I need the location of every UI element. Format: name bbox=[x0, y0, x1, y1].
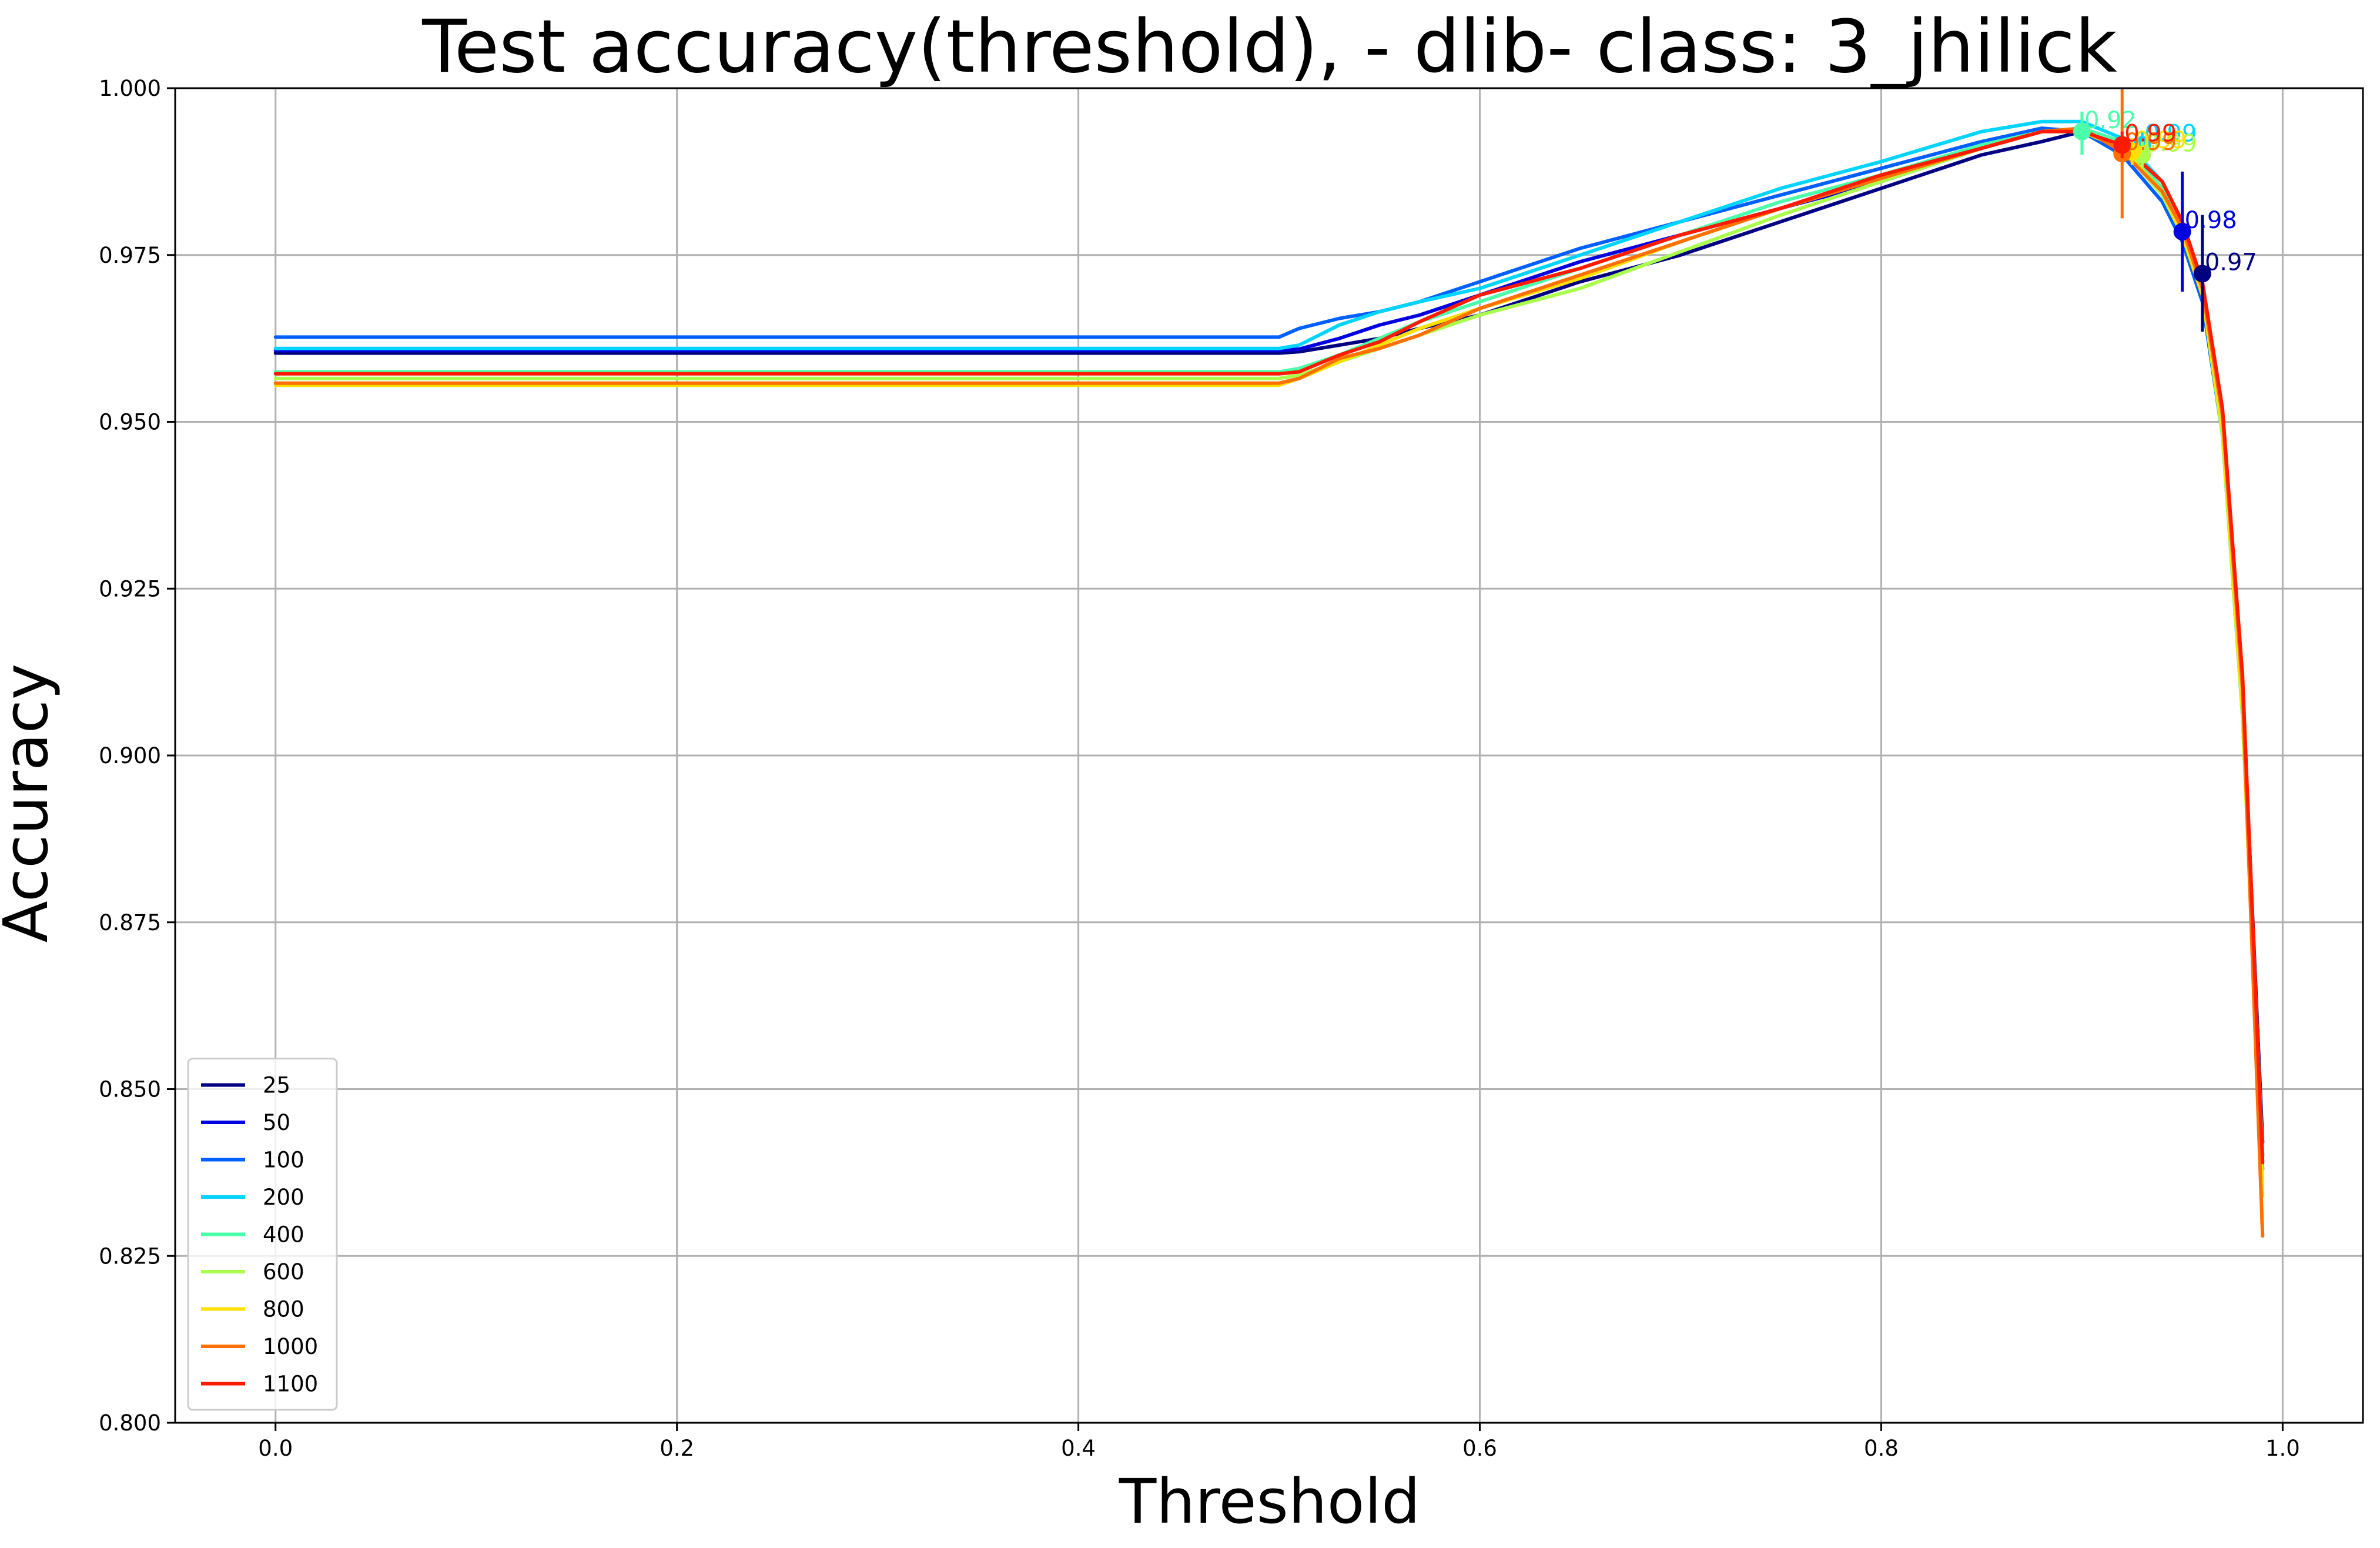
marker-label-1100: 0.99 bbox=[2124, 120, 2177, 147]
series-line-1100 bbox=[273, 129, 2265, 1165]
x-tick-label: 0.8 bbox=[1864, 1436, 1899, 1461]
legend-label-600: 600 bbox=[263, 1259, 304, 1285]
best-threshold-markers: 0.970.980.990.920.990.990.990.99 bbox=[2073, 88, 2257, 332]
y-tick-label: 0.875 bbox=[99, 910, 161, 935]
y-tick-label: 0.975 bbox=[99, 243, 161, 268]
y-tick-label: 0.850 bbox=[99, 1077, 161, 1102]
marker-label-400: 0.92 bbox=[2084, 107, 2137, 134]
y-axis-label: Accuracy bbox=[0, 664, 62, 943]
legend-label-400: 400 bbox=[263, 1222, 304, 1248]
legend-label-800: 800 bbox=[263, 1297, 304, 1322]
y-tick-label: 0.950 bbox=[99, 410, 161, 435]
x-tick-label: 0.2 bbox=[660, 1436, 694, 1461]
legend-label-50: 50 bbox=[263, 1110, 290, 1135]
legend-label-1100: 1100 bbox=[263, 1372, 318, 1397]
axis-ticks: 0.0 0.2 0.4 0.6 0.8 1.0 0.800 0.825 0.850 0.875 0.… bbox=[99, 76, 2300, 1461]
y-tick-label: 0.800 bbox=[99, 1410, 161, 1436]
y-tick-label: 0.825 bbox=[99, 1243, 161, 1269]
x-tick-label: 1.0 bbox=[2265, 1436, 2300, 1461]
marker-label-50: 0.98 bbox=[2185, 207, 2237, 234]
marker-point-1100 bbox=[2113, 136, 2131, 154]
x-axis-label: Threshold bbox=[1119, 1466, 1421, 1537]
x-tick-label: 0.4 bbox=[1061, 1436, 1096, 1461]
marker-label-600: 0.99 bbox=[2144, 131, 2197, 158]
x-tick-label: 0.0 bbox=[258, 1436, 293, 1461]
legend: 25 50 100 200 400 600 800 1000 1100 bbox=[187, 1058, 338, 1411]
x-tick-label: 0.6 bbox=[1462, 1436, 1497, 1461]
legend-label-25: 25 bbox=[263, 1073, 290, 1098]
marker-label-25: 0.97 bbox=[2205, 249, 2257, 276]
legend-label-100: 100 bbox=[263, 1148, 304, 1173]
grid-lines bbox=[175, 87, 2363, 1424]
y-tick-label: 1.000 bbox=[99, 76, 161, 101]
series-line-100 bbox=[273, 126, 2265, 1171]
marker-label-800: 0.99 bbox=[2134, 127, 2187, 154]
legend-label-1000: 1000 bbox=[263, 1334, 318, 1359]
marker-point-25 bbox=[2193, 265, 2211, 283]
y-tick-label: 0.900 bbox=[99, 743, 161, 768]
chart-title: Test accuracy(threshold), - dlib- class:… bbox=[421, 5, 2117, 89]
marker-label-1000: 0.99 bbox=[2124, 129, 2177, 156]
legend-label-200: 200 bbox=[263, 1185, 304, 1210]
marker-point-50 bbox=[2173, 223, 2191, 241]
legend-box bbox=[187, 1058, 338, 1411]
y-tick-label: 0.925 bbox=[99, 576, 161, 601]
marker-label-200: 0.99 bbox=[2144, 120, 2197, 147]
marker-point-400 bbox=[2073, 122, 2091, 141]
